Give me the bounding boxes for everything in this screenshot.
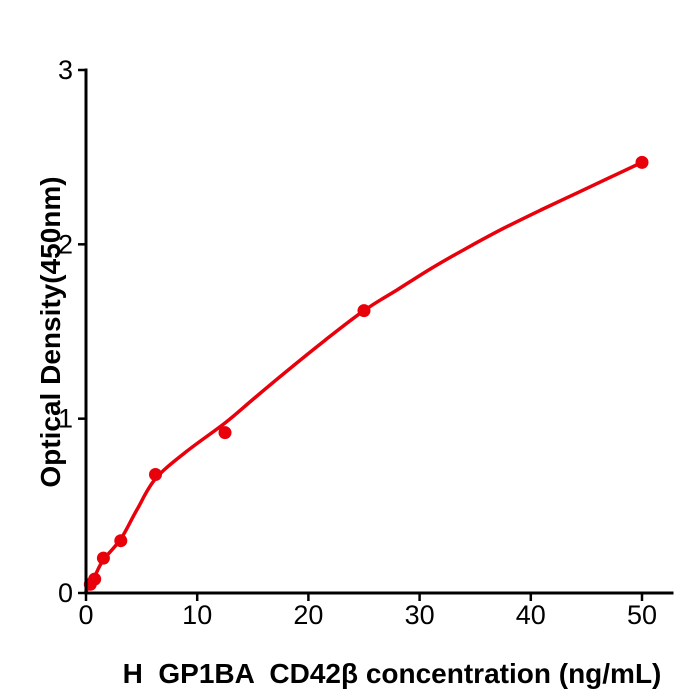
y-tick-label: 1 (58, 404, 73, 434)
x-tick-label: 50 (627, 600, 657, 630)
x-tick-label: 20 (293, 600, 323, 630)
x-tick-label: 40 (516, 600, 546, 630)
x-axis-label: H GP1BA CD42β concentration (ng/mL) (123, 658, 662, 689)
axis-spines (84, 68, 674, 595)
data-point (114, 534, 128, 548)
fitted-curve-layer (84, 160, 644, 594)
data-points-layer (83, 155, 649, 591)
y-axis-ticks: 0 1 2 3 (58, 55, 86, 608)
x-tick-label: 0 (78, 600, 93, 630)
y-axis-label: Optical Density(450nm) (35, 176, 66, 487)
x-tick-label: 10 (182, 600, 212, 630)
fitted-curve (84, 160, 644, 594)
y-tick-label: 2 (58, 229, 73, 259)
data-point (357, 304, 371, 318)
x-tick-label: 30 (405, 600, 435, 630)
y-tick-label: 3 (58, 55, 73, 85)
data-point (635, 155, 649, 169)
y-tick-label: 0 (58, 578, 73, 608)
data-point (218, 426, 232, 440)
data-point (149, 468, 162, 481)
data-point (96, 551, 110, 565)
data-point (88, 572, 102, 586)
x-axis-ticks: 0 10 20 30 40 50 (78, 593, 657, 630)
